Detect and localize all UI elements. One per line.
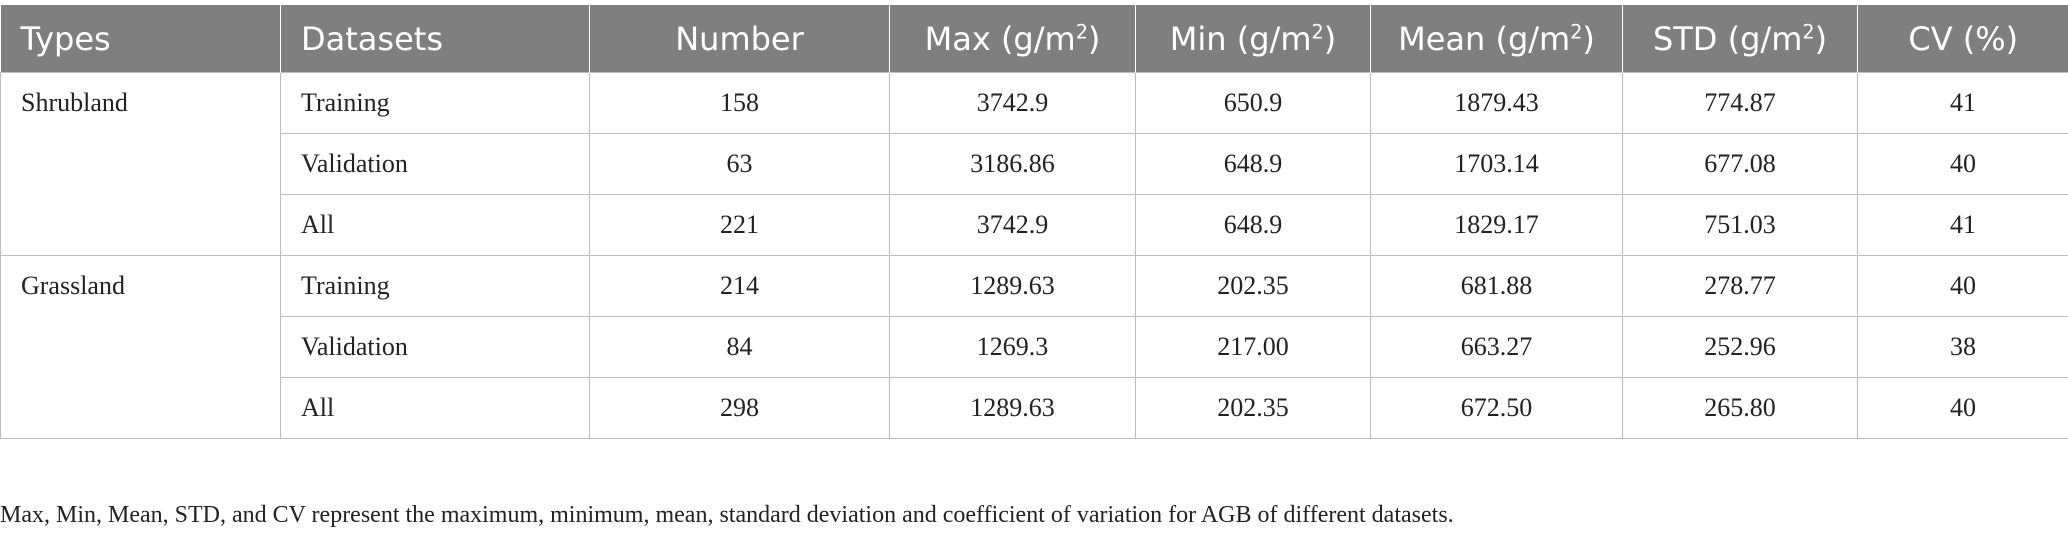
max-cell: 3186.86 [889,133,1136,195]
cv-cell: 40 [1857,377,2068,439]
header-max-sup: 2 [1075,19,1088,43]
header-mean-close: ) [1582,19,1595,58]
table-row: Grassland Training 214 1289.63 202.35 68… [0,255,2068,439]
table-footnote: Max, Min, Mean, STD, and CV represent th… [0,502,1454,528]
number-cell: 63 [589,133,890,195]
number-cell: 221 [589,194,890,256]
header-std: STD (g/m2) [1622,5,1858,73]
mean-cell: 663.27 [1370,316,1623,378]
table-container: Types Datasets Number Max (g/m2) Min (g/… [0,5,2068,439]
type-cell-grassland: Grassland [0,255,281,439]
mean-cell: 681.88 [1370,255,1623,317]
header-min-sup: 2 [1311,19,1324,43]
header-std-sup: 2 [1802,19,1815,43]
min-cell: 648.9 [1135,133,1371,195]
mean-cell: 672.50 [1370,377,1623,439]
dataset-cell: Training [280,72,590,134]
header-mean: Mean (g/m2) [1370,5,1623,73]
cv-cell: 40 [1857,255,2068,317]
table-row: Validation 84 1269.3 217.00 663.27 252.9… [1,316,2068,378]
header-row: Types Datasets Number Max (g/m2) Min (g/… [0,5,2068,73]
cv-cell: 41 [1857,194,2068,256]
min-cell: 202.35 [1135,377,1371,439]
header-mean-label: Mean (g/m [1398,19,1571,58]
cv-cell: 40 [1857,133,2068,195]
max-cell: 3742.9 [889,72,1136,134]
max-cell: 1289.63 [889,377,1136,439]
header-max: Max (g/m2) [889,5,1136,73]
table-row: All 298 1289.63 202.35 672.50 265.80 40 [1,377,2068,439]
std-cell: 751.03 [1622,194,1858,256]
number-cell: 298 [589,377,890,439]
header-datasets: Datasets [280,5,590,73]
table-row: All 221 3742.9 648.9 1829.17 751.03 41 [1,194,2068,256]
std-cell: 252.96 [1622,316,1858,378]
header-max-close: ) [1087,19,1101,58]
cv-cell: 38 [1857,316,2068,378]
number-cell: 158 [589,72,890,134]
number-cell: 84 [589,316,890,378]
mean-cell: 1703.14 [1370,133,1623,195]
header-types: Types [0,5,281,73]
dataset-cell: Validation [280,316,590,378]
max-cell: 3742.9 [889,194,1136,256]
type-cell-shrubland: Shrubland [0,72,281,256]
std-cell: 265.80 [1622,377,1858,439]
header-std-close: ) [1814,19,1828,58]
table-row: Shrubland Training 158 3742.9 650.9 1879… [0,72,2068,256]
header-mean-sup: 2 [1570,19,1583,43]
dataset-cell: All [280,194,590,256]
std-cell: 774.87 [1622,72,1858,134]
max-cell: 1289.63 [889,255,1136,317]
std-cell: 278.77 [1622,255,1858,317]
header-cv: CV (%) [1857,5,2068,73]
header-min-label: Min (g/m [1169,19,1312,58]
cv-cell: 41 [1857,72,2068,134]
min-cell: 217.00 [1135,316,1371,378]
header-min: Min (g/m2) [1135,5,1371,73]
min-cell: 650.9 [1135,72,1371,134]
header-min-close: ) [1323,19,1337,58]
min-cell: 202.35 [1135,255,1371,317]
max-cell: 1269.3 [889,316,1136,378]
header-max-label: Max (g/m [924,19,1076,58]
mean-cell: 1829.17 [1370,194,1623,256]
header-std-label: STD (g/m [1652,19,1803,58]
agb-statistics-table: Types Datasets Number Max (g/m2) Min (g/… [0,5,2068,439]
number-cell: 214 [589,255,890,317]
table-row: Validation 63 3186.86 648.9 1703.14 677.… [1,133,2068,195]
dataset-cell: All [280,377,590,439]
min-cell: 648.9 [1135,194,1371,256]
header-number: Number [589,5,890,73]
std-cell: 677.08 [1622,133,1858,195]
dataset-cell: Validation [280,133,590,195]
dataset-cell: Training [280,255,590,317]
mean-cell: 1879.43 [1370,72,1623,134]
